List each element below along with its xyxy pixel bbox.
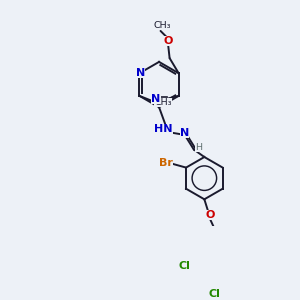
- Text: CH₃: CH₃: [153, 21, 171, 30]
- Text: N: N: [152, 94, 160, 104]
- Text: Cl: Cl: [208, 289, 220, 299]
- Text: Cl: Cl: [178, 262, 190, 272]
- Text: HN: HN: [154, 124, 173, 134]
- Text: N: N: [180, 128, 189, 138]
- Text: CH₃: CH₃: [154, 98, 172, 107]
- Text: Br: Br: [159, 158, 172, 168]
- Text: O: O: [164, 36, 173, 46]
- Text: O: O: [206, 210, 215, 220]
- Text: N: N: [136, 68, 145, 78]
- Text: H: H: [195, 143, 202, 152]
